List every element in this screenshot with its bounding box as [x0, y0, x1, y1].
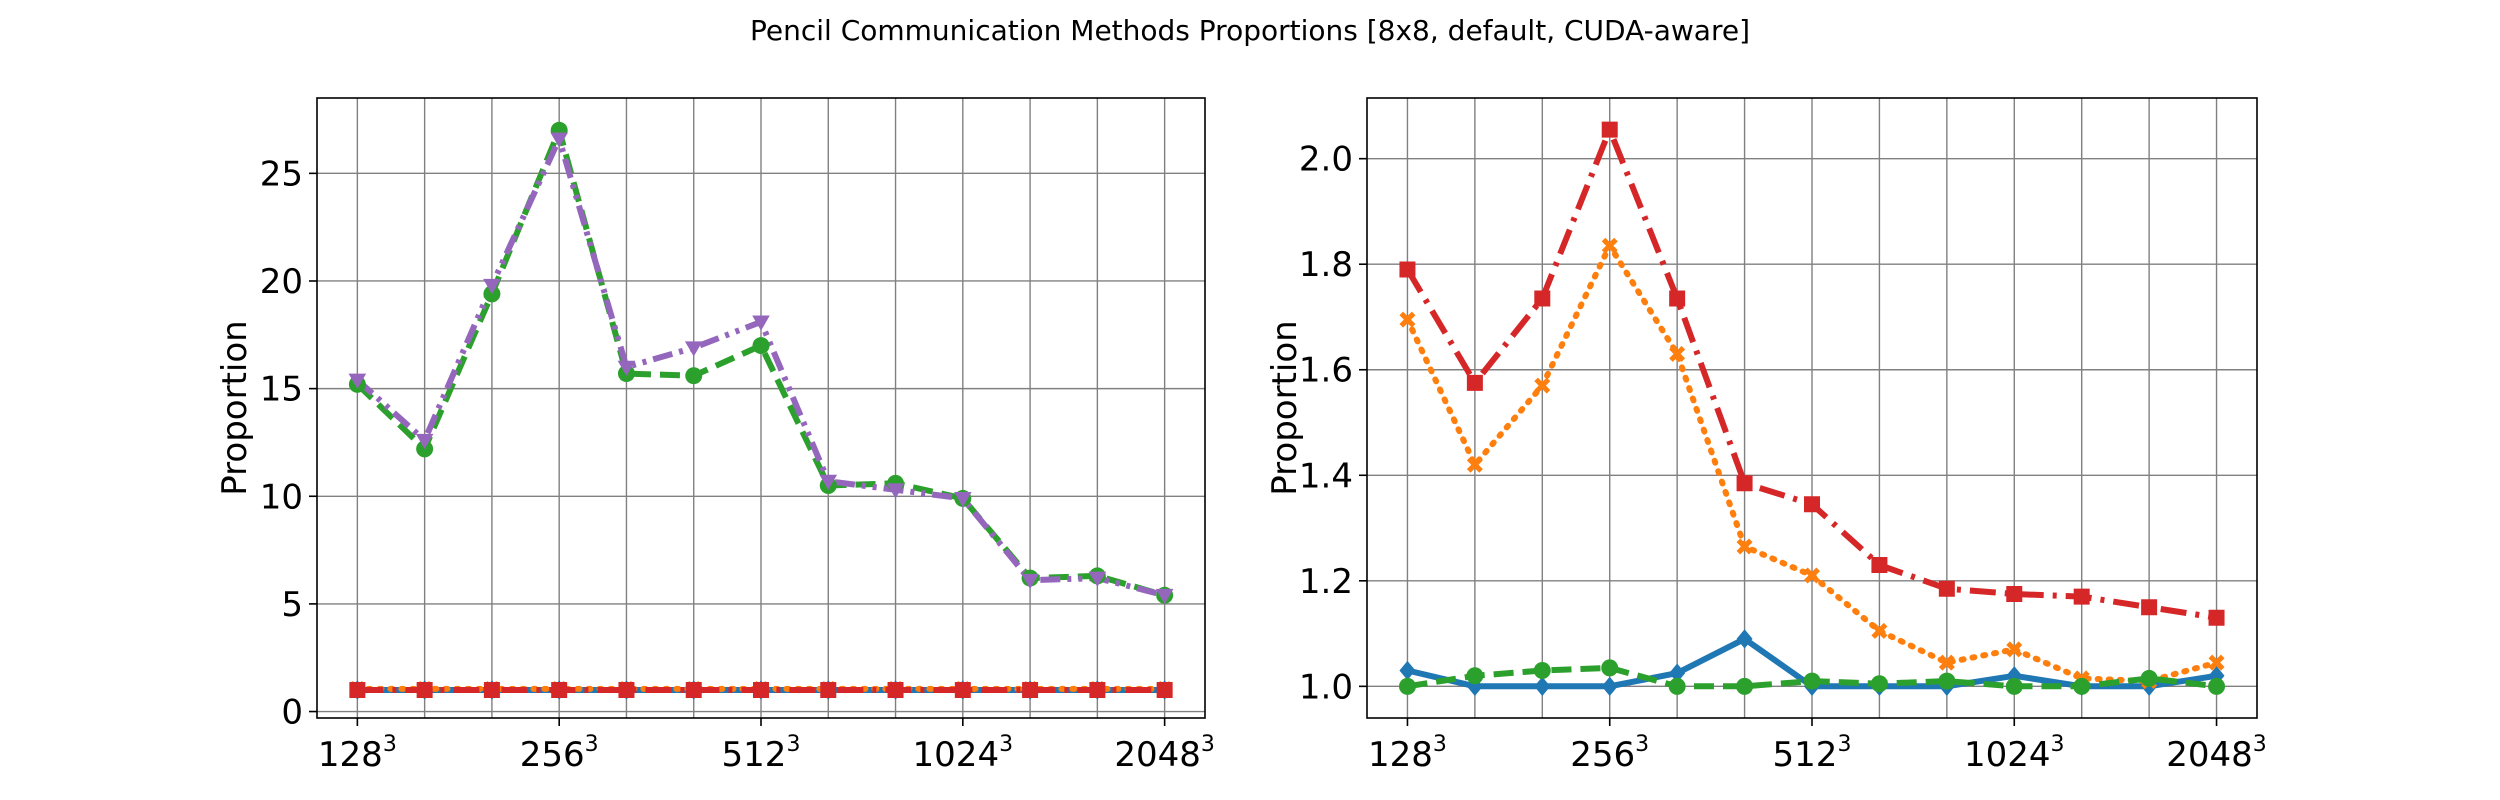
data-point	[1534, 676, 1551, 696]
data-point	[753, 682, 769, 699]
data-point	[1804, 567, 1820, 584]
x-tick-label: 2563	[1570, 732, 1649, 775]
data-point	[752, 315, 770, 331]
data-point	[2208, 609, 2225, 626]
data-point	[1466, 374, 1483, 391]
left-plot: 0 5 10 15 20 25 1283 2563 5123 10243 20483 Proporti…	[215, 97, 1215, 775]
data-point	[2006, 641, 2023, 658]
data-point	[685, 682, 702, 699]
data-point	[1601, 237, 1618, 254]
data-point	[483, 278, 501, 295]
data-point	[1399, 311, 1416, 328]
data-point	[1668, 677, 1686, 695]
data-point	[1156, 682, 1173, 699]
data-point	[685, 367, 703, 385]
data-point	[1803, 672, 1821, 690]
data-point	[2006, 586, 2023, 602]
data-point	[618, 682, 635, 699]
data-point	[1534, 377, 1551, 394]
data-point	[1398, 677, 1416, 695]
data-point	[1088, 571, 1107, 587]
data-point	[416, 682, 433, 699]
data-point	[1155, 588, 1174, 605]
figure-title: Pencil Communication Methods Proportions…	[750, 14, 1750, 47]
data-point	[1533, 662, 1551, 680]
data-point	[1938, 580, 1955, 597]
y-tick-label: 5	[281, 585, 303, 625]
data-point	[2208, 654, 2225, 671]
data-point	[954, 492, 972, 508]
y-tick-label: 25	[260, 154, 303, 194]
data-point	[1021, 573, 1039, 590]
y-tick-label: 2.0	[1299, 140, 1353, 180]
data-point	[1466, 667, 1484, 685]
y-tick-label: 20	[260, 262, 303, 302]
data-point	[954, 682, 971, 699]
y-tick-label: 1.0	[1299, 667, 1353, 707]
data-point	[483, 682, 500, 699]
data-point	[1938, 654, 1955, 671]
x-tick-label: 5123	[722, 732, 801, 775]
y-tick-label: 1.2	[1299, 562, 1353, 602]
data-point	[348, 373, 367, 389]
data-point	[617, 360, 636, 376]
data-point	[2208, 677, 2226, 695]
data-point	[1870, 675, 1888, 693]
data-point	[1736, 677, 1754, 695]
data-point	[819, 474, 838, 490]
data-point	[1466, 676, 1483, 696]
data-point	[684, 341, 703, 357]
x-tick-label: 5123	[1773, 732, 1852, 775]
data-point	[1089, 682, 1106, 699]
y-tick-label: 1.6	[1299, 351, 1353, 391]
data-point	[2005, 677, 2023, 695]
y-tick-label: 1.8	[1299, 245, 1353, 285]
data-point	[2141, 599, 2158, 616]
data-point	[820, 682, 837, 699]
data-point	[1736, 538, 1753, 555]
data-point	[349, 682, 366, 699]
x-tick-label: 2563	[520, 732, 599, 775]
data-point	[1669, 345, 1686, 362]
data-point	[1466, 456, 1483, 473]
data-point	[1669, 290, 1686, 307]
data-point	[1399, 660, 1416, 681]
data-point	[1871, 556, 1888, 573]
y-tick-label: 10	[260, 477, 303, 517]
y-tick-label: 1.4	[1299, 456, 1353, 496]
data-point	[1601, 676, 1618, 696]
data-point	[1736, 629, 1753, 649]
data-point	[2073, 588, 2090, 605]
data-point	[1804, 496, 1820, 513]
y-tick-label: 0	[281, 693, 303, 733]
data-point	[886, 483, 905, 499]
data-point	[1736, 475, 1753, 492]
data-point	[1669, 663, 1686, 683]
data-point	[415, 433, 434, 450]
right-plot: 1.0 1.2 1.4 1.6 1.8 2.0 1283 2563 5123 10243 20483…	[1265, 97, 2267, 775]
data-point	[1601, 121, 1618, 138]
data-point	[1601, 659, 1619, 677]
y-tick-label: 15	[260, 370, 303, 410]
data-point	[2073, 677, 2091, 695]
x-tick-label: 1283	[318, 732, 397, 775]
data-point	[1938, 672, 1956, 690]
data-point	[2140, 669, 2158, 687]
data-point	[1399, 261, 1416, 278]
x-tick-label: 10243	[1964, 732, 2065, 775]
data-point	[550, 132, 568, 148]
x-tick-label: 1283	[1368, 732, 1447, 775]
y-axis-label: Proportion	[1265, 320, 1305, 495]
y-axis-label: Proportion	[215, 320, 255, 495]
data-point	[1022, 682, 1039, 699]
data-point	[1871, 622, 1888, 639]
data-point	[752, 337, 770, 355]
x-tick-label: 20483	[1114, 732, 1215, 775]
data-point	[1534, 290, 1551, 307]
x-tick-label: 20483	[2166, 732, 2267, 775]
data-point	[887, 682, 904, 699]
x-tick-label: 10243	[913, 732, 1014, 775]
data-point	[551, 682, 568, 699]
